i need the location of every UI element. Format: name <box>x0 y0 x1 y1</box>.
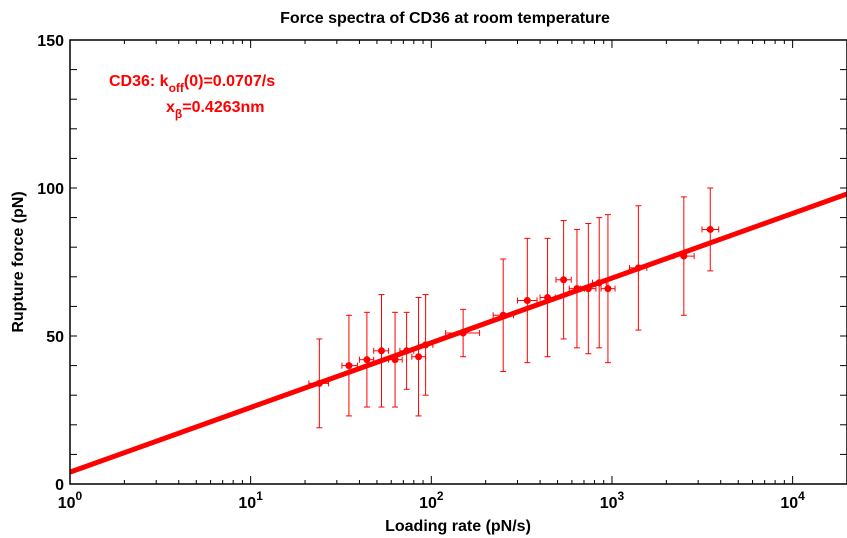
data-point-group <box>445 308 481 358</box>
data-point-group <box>341 314 358 417</box>
data-point <box>345 362 353 370</box>
x-tick-label: 103 <box>600 489 625 512</box>
data-point-group <box>492 258 514 373</box>
data-point-group <box>701 187 720 272</box>
x-tick-exponent: 0 <box>76 489 83 503</box>
y-tick-label: 150 <box>37 33 64 50</box>
x-tick-label: 101 <box>238 489 263 512</box>
x-tick-exponent: 4 <box>798 489 805 503</box>
chart-title: Force spectra of CD36 at room temperatur… <box>280 10 610 27</box>
y-tick-label: 100 <box>37 181 64 198</box>
xbeta-subscript: β <box>175 107 182 121</box>
y-axis-label: Rupture force (pN) <box>10 191 27 332</box>
data-point-group <box>308 338 330 429</box>
x-axis-label: Loading rate (pN/s) <box>385 518 531 535</box>
y-tick-label: 50 <box>46 329 64 346</box>
koff-annotation: CD36: koff(0)=0.0707/s <box>109 73 275 95</box>
x-tick-labels: 100 101 102 103 104 <box>58 489 805 512</box>
data-point-group <box>399 311 415 390</box>
data-point-group <box>373 294 390 408</box>
data-point-group <box>591 217 607 349</box>
data-point-group <box>411 297 427 417</box>
xbeta-annotation: xβ=0.4263nm <box>166 99 265 121</box>
plot-frame <box>69 39 847 485</box>
data-point <box>415 353 423 361</box>
data-point-group <box>580 223 597 355</box>
data-point-group <box>673 196 695 316</box>
fit-parameters-annotation: CD36: koff(0)=0.0707/s xβ=0.4263nm <box>109 73 275 121</box>
data-points-group <box>308 187 720 429</box>
x-tick-base: 10 <box>600 495 618 512</box>
x-tick-base: 10 <box>58 495 76 512</box>
data-point-group <box>628 205 648 331</box>
y-tick-labels: 0 50 100 150 <box>37 33 64 494</box>
data-point <box>422 341 430 349</box>
data-point <box>604 285 612 293</box>
data-point <box>544 294 552 302</box>
data-point-group <box>600 214 616 364</box>
xbeta-value: =0.4263nm <box>182 99 264 116</box>
data-point-group <box>358 311 375 408</box>
data-point <box>363 356 371 364</box>
x-tick-label: 100 <box>58 489 83 512</box>
x-tick-exponent: 3 <box>618 489 625 503</box>
x-tick-exponent: 2 <box>437 489 444 503</box>
data-point <box>391 356 399 364</box>
data-point <box>584 285 592 293</box>
data-point <box>706 225 714 233</box>
data-point <box>560 276 568 284</box>
data-point-group <box>555 220 572 340</box>
data-point <box>377 347 385 355</box>
data-point <box>523 296 531 304</box>
koff-prefix: CD36: k <box>109 73 169 90</box>
x-tick-base: 10 <box>419 495 437 512</box>
x-tick-label: 102 <box>419 489 444 512</box>
y-tick-label: 0 <box>55 477 64 494</box>
x-tick-base: 10 <box>780 495 798 512</box>
x-tick-exponent: 1 <box>256 489 263 503</box>
data-point <box>595 279 603 287</box>
data-point <box>315 379 323 387</box>
x-tick-label: 104 <box>780 489 805 512</box>
data-point-group <box>539 237 556 358</box>
data-point-group <box>418 294 434 396</box>
koff-value: (0)=0.0707/s <box>184 73 275 90</box>
data-point <box>573 285 581 293</box>
x-tick-base: 10 <box>238 495 256 512</box>
data-point <box>403 347 411 355</box>
koff-subscript: off <box>169 81 185 95</box>
data-point-group <box>517 237 538 364</box>
data-point <box>459 329 467 337</box>
data-point-group <box>388 311 403 408</box>
data-point <box>634 264 642 272</box>
xbeta-prefix: x <box>166 99 175 116</box>
data-point <box>680 252 688 260</box>
data-point-group <box>568 228 586 349</box>
data-point <box>499 311 507 319</box>
